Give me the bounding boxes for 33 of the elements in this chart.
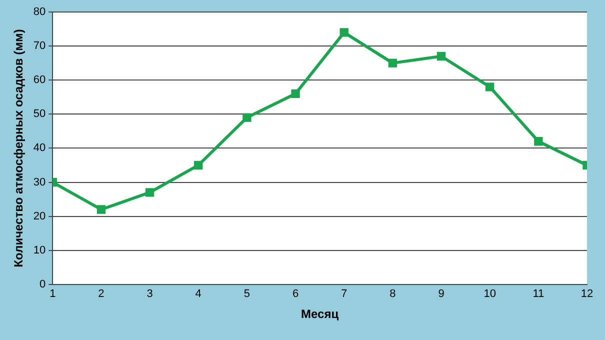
- x-tick-label: 5: [244, 288, 250, 300]
- y-tick-label: 40: [33, 142, 46, 154]
- x-tick-label: 1: [50, 288, 56, 300]
- x-tick-label: 6: [292, 288, 299, 300]
- point: [145, 188, 154, 197]
- point: [340, 28, 348, 37]
- x-tick-label: 2: [98, 288, 104, 300]
- y-tick-label: 60: [33, 74, 46, 86]
- y-tick-label: 20: [33, 210, 46, 222]
- point: [486, 82, 494, 92]
- x-tick-label: 8: [390, 288, 396, 300]
- y-axis-title: Количество атмосферных осадков (мм): [12, 29, 26, 268]
- y-tick-label: 70: [33, 40, 46, 52]
- point: [194, 160, 203, 170]
- y-tick-label: 0: [40, 278, 46, 290]
- x-axis-title: Месяц: [301, 307, 340, 322]
- point: [96, 205, 106, 214]
- y-tick-label: 80: [33, 6, 46, 18]
- x-tick-label: 4: [195, 288, 202, 300]
- point: [242, 113, 252, 122]
- y-tick-label: 30: [33, 176, 46, 188]
- y-tick-label: 50: [33, 108, 46, 120]
- x-tick-label: 7: [341, 288, 348, 300]
- point: [436, 52, 446, 61]
- y-tick-label: 10: [33, 244, 46, 256]
- x-tick-label: 3: [146, 288, 153, 300]
- x-tick-label: 12: [580, 288, 594, 300]
- point: [291, 89, 300, 98]
- x-tick-label: 9: [438, 288, 444, 300]
- x-tick-label: 11: [532, 288, 544, 300]
- point: [388, 58, 398, 68]
- x-tick-label: 10: [484, 288, 496, 300]
- point: [534, 137, 543, 146]
